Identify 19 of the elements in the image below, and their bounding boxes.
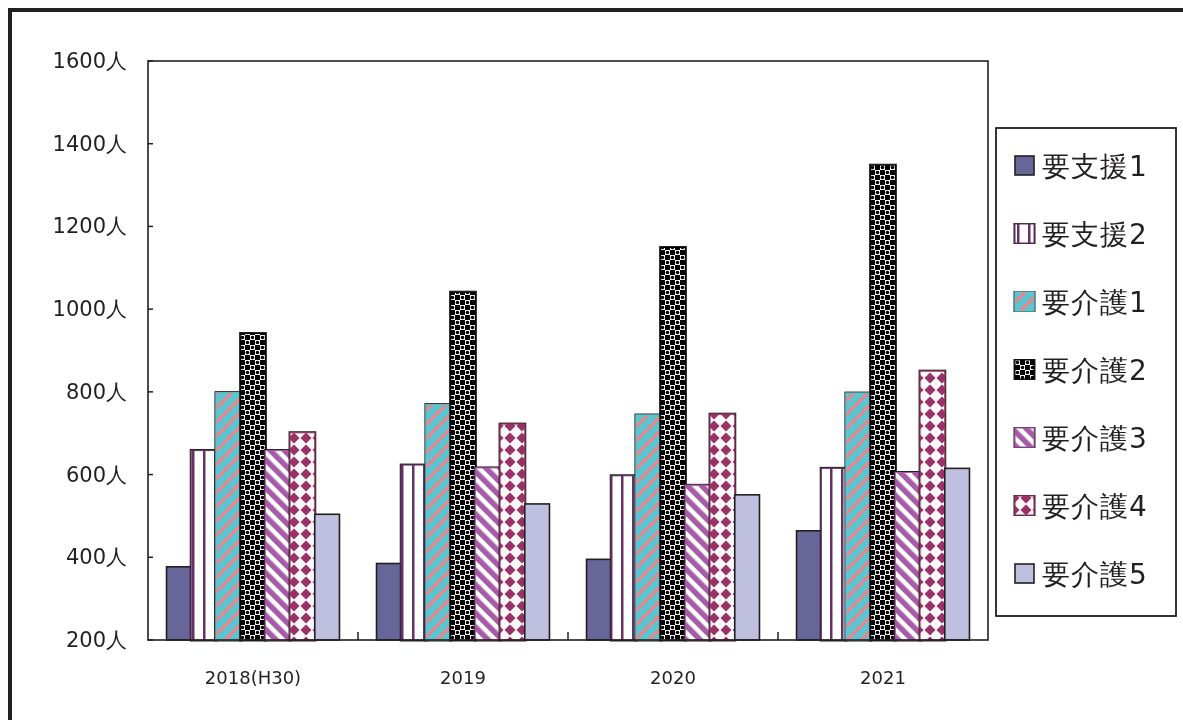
x-tick-label: 2019 (440, 667, 486, 688)
x-tick-label: 2018(H30) (204, 667, 302, 688)
x-tick-label: 2021 (860, 667, 906, 688)
y-tick-label: 1200人 (52, 214, 127, 239)
y-tick-label: 400人 (65, 545, 127, 570)
y-tick-label: 800人 (65, 379, 127, 404)
legend-label: 要介護5 (1042, 558, 1148, 591)
legend-label: 要介護2 (1042, 354, 1148, 387)
y-tick-label: 200人 (65, 628, 127, 652)
legend-label: 要介護4 (1042, 490, 1148, 523)
y-tick-label: 1600人 (52, 49, 127, 73)
y-tick-label: 600人 (65, 462, 127, 487)
legend-label: 要支援1 (1042, 150, 1148, 183)
y-tick-label: 1400人 (52, 131, 127, 156)
legend-label: 要支援2 (1042, 218, 1148, 251)
x-tick-label: 2020 (650, 667, 696, 688)
y-tick-label: 1000人 (52, 297, 127, 322)
legend-label: 要介護3 (1042, 422, 1148, 455)
legend-label: 要介護1 (1042, 286, 1148, 319)
